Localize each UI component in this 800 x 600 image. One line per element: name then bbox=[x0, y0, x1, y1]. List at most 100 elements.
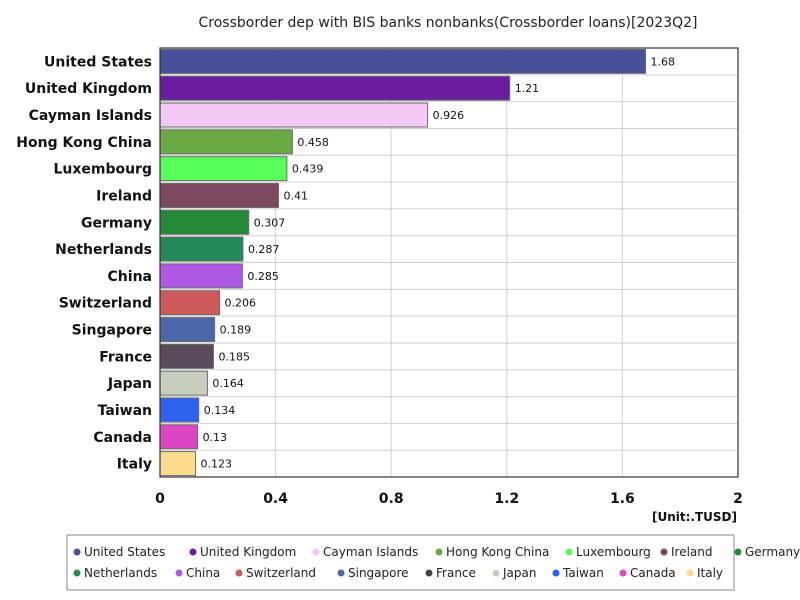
category-label: France bbox=[99, 349, 152, 365]
legend-item: Switzerland bbox=[235, 566, 316, 580]
bar-canada bbox=[159, 424, 199, 450]
legend-marker bbox=[619, 569, 627, 577]
legend-label: Cayman Islands bbox=[323, 545, 418, 559]
x-tick-label: 1.6 bbox=[610, 491, 635, 507]
category-label: Netherlands bbox=[55, 242, 152, 258]
value-label: 0.206 bbox=[225, 297, 257, 310]
value-label: 0.307 bbox=[254, 216, 286, 229]
legend-marker bbox=[660, 548, 668, 556]
category-label: Hong Kong China bbox=[16, 135, 152, 151]
legend-label: Hong Kong China bbox=[446, 545, 549, 559]
x-tick-label: 0.4 bbox=[263, 491, 288, 507]
bar-united-kingdom bbox=[159, 75, 511, 101]
legend-item: Cayman Islands bbox=[312, 545, 418, 559]
legend-item: Italy bbox=[686, 566, 723, 580]
legend-item: Japan bbox=[492, 566, 536, 580]
legend-label: Italy bbox=[697, 566, 723, 580]
legend-item: United Kingdom bbox=[189, 545, 296, 559]
legend-item: Canada bbox=[619, 566, 676, 580]
bar-taiwan bbox=[159, 397, 200, 423]
legend-item: United States bbox=[73, 545, 165, 559]
legend-marker bbox=[337, 569, 345, 577]
legend-item: Germany bbox=[734, 545, 800, 559]
category-label: Taiwan bbox=[98, 403, 152, 419]
value-label: 0.926 bbox=[433, 109, 465, 122]
bar-germany bbox=[159, 209, 250, 235]
bar-hong-kong-china bbox=[159, 129, 293, 155]
value-label: 0.189 bbox=[220, 324, 252, 337]
legend-marker bbox=[435, 548, 443, 556]
legend-label: Luxembourg bbox=[576, 545, 651, 559]
bar-ireland bbox=[159, 182, 279, 208]
legend: United States United Kingdom Cayman Island… bbox=[66, 534, 800, 591]
category-label: Cayman Islands bbox=[29, 108, 152, 124]
value-label: 0.458 bbox=[297, 136, 329, 149]
x-tick-label: 0 bbox=[155, 491, 165, 507]
chart-title: Crossborder dep with BIS banks nonbanks(… bbox=[199, 15, 698, 31]
legend-marker bbox=[552, 569, 560, 577]
legend-label: Ireland bbox=[671, 545, 713, 559]
value-label: 0.185 bbox=[218, 350, 250, 363]
value-label: 0.41 bbox=[283, 189, 308, 202]
bar-france bbox=[159, 343, 214, 369]
bar-china bbox=[159, 263, 243, 289]
category-label: Japan bbox=[107, 376, 152, 392]
category-label: Ireland bbox=[96, 188, 152, 204]
bar-cayman-islands bbox=[159, 102, 429, 128]
value-label: 1.21 bbox=[515, 82, 540, 95]
value-label: 0.439 bbox=[292, 163, 324, 176]
bar-netherlands bbox=[159, 236, 244, 262]
legend-item: China bbox=[175, 566, 220, 580]
legend-label: China bbox=[186, 566, 220, 580]
legend-label: United States bbox=[84, 545, 165, 559]
legend-marker bbox=[312, 548, 320, 556]
legend-label: Taiwan bbox=[562, 566, 604, 580]
bar-italy bbox=[159, 451, 197, 477]
value-label: 0.123 bbox=[201, 458, 233, 471]
legend-label: Japan bbox=[502, 566, 536, 580]
value-label: 0.285 bbox=[247, 270, 278, 283]
unit-label: [Unit:.TUSD] bbox=[652, 510, 737, 524]
value-label: 0.287 bbox=[248, 243, 280, 256]
legend-label: Germany bbox=[745, 545, 800, 559]
plot-border bbox=[159, 47, 739, 478]
category-label: Singapore bbox=[72, 323, 152, 339]
legend-marker bbox=[686, 569, 694, 577]
legend-box bbox=[66, 534, 735, 591]
legend-marker bbox=[235, 569, 243, 577]
legend-item: Hong Kong China bbox=[435, 545, 549, 559]
legend-label: Singapore bbox=[348, 566, 409, 580]
category-label: Germany bbox=[81, 215, 152, 231]
bar-japan bbox=[159, 370, 208, 396]
bar-luxembourg bbox=[159, 156, 288, 182]
legend-item: Ireland bbox=[660, 545, 713, 559]
legend-item: France bbox=[425, 566, 476, 580]
value-label: 0.134 bbox=[204, 404, 236, 417]
category-label: Italy bbox=[117, 457, 152, 473]
legend-marker bbox=[425, 569, 433, 577]
legend-marker bbox=[73, 569, 81, 577]
legend-marker bbox=[565, 548, 573, 556]
legend-item: Luxembourg bbox=[565, 545, 651, 559]
plot-area: United States 1.68 United Kingdom 1.21 Cayma… bbox=[16, 47, 743, 507]
legend-marker bbox=[73, 548, 81, 556]
legend-label: United Kingdom bbox=[200, 545, 296, 559]
legend-label: Netherlands bbox=[84, 566, 157, 580]
legend-label: Canada bbox=[630, 566, 676, 580]
category-label: United States bbox=[44, 54, 152, 70]
legend-marker bbox=[734, 548, 742, 556]
value-label: 0.164 bbox=[212, 377, 244, 390]
legend-item: Taiwan bbox=[552, 566, 604, 580]
value-label: 1.68 bbox=[651, 55, 676, 68]
legend-label: Switzerland bbox=[246, 566, 316, 580]
legend-marker bbox=[492, 569, 500, 577]
category-label: Switzerland bbox=[59, 296, 152, 312]
value-label: 0.13 bbox=[203, 431, 228, 444]
x-tick-label: 0.8 bbox=[379, 491, 404, 507]
category-label: China bbox=[108, 269, 152, 285]
x-tick-label: 2 bbox=[733, 491, 743, 507]
category-label: United Kingdom bbox=[25, 81, 152, 97]
legend-marker bbox=[175, 569, 183, 577]
category-label: Canada bbox=[93, 430, 152, 446]
legend-item: Netherlands bbox=[73, 566, 157, 580]
